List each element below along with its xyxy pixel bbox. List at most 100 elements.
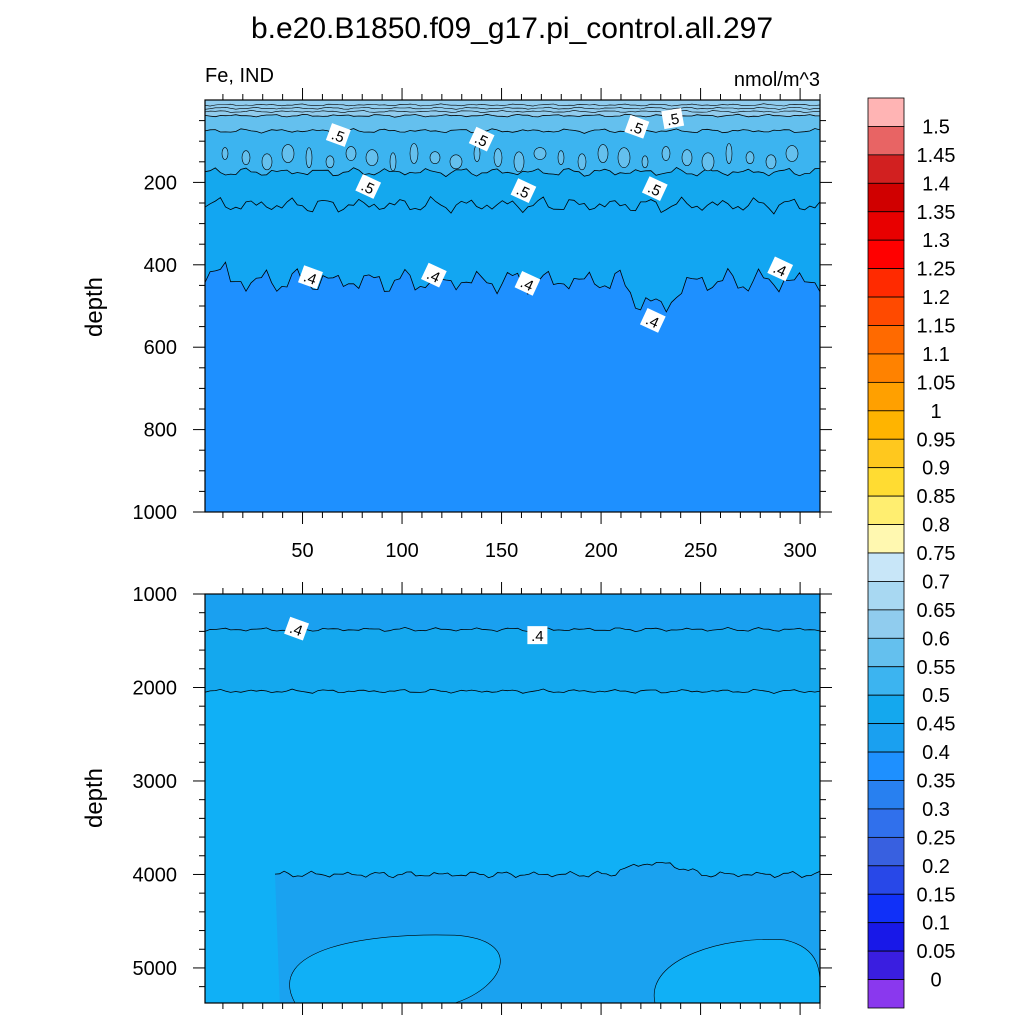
colorbar-swatch: [867, 438, 905, 469]
colorbar-label: 0.4: [922, 742, 950, 764]
contour-label: .5: [325, 123, 351, 147]
colorbar-swatch: [867, 552, 905, 582]
svg-text:.5: .5: [329, 126, 347, 146]
colorbar-swatch: [867, 268, 905, 298]
contour-label: .4: [298, 265, 323, 290]
colorbar-label: 0.7: [922, 571, 950, 593]
colorbar-label: 0.8: [922, 515, 950, 537]
colorbar-label: 0.9: [922, 458, 950, 480]
y-tick-label: 1000: [133, 502, 178, 524]
contour-line: [205, 113, 820, 118]
contour-band: [205, 262, 820, 512]
x-tick-label: 250: [684, 540, 717, 562]
colorbar-swatch: [867, 154, 905, 184]
colorbar-swatch: [867, 381, 905, 412]
colorbar-label: 0.55: [917, 657, 956, 679]
y-tick-label: 200: [144, 172, 177, 194]
colorbar-swatch: [867, 524, 905, 554]
y-tick-label: 5000: [133, 958, 178, 980]
colorbar-swatch: [867, 410, 905, 440]
contour-line: [205, 167, 820, 178]
y-tick-label: 3000: [133, 771, 178, 793]
contour-island: [725, 143, 733, 164]
colorbar-label: 0.75: [917, 543, 956, 565]
y-tick-label: 4000: [133, 864, 178, 886]
colorbar-swatch: [867, 637, 905, 668]
contour-band: [205, 128, 820, 177]
contour-island: [577, 153, 587, 171]
x-tick-label: 300: [783, 540, 816, 562]
contour-label: .4: [639, 308, 666, 333]
contour-island: [389, 152, 397, 172]
colorbar-swatch: [867, 922, 905, 952]
colorbar-swatch: [867, 581, 905, 611]
contour-band: [205, 594, 820, 632]
x-tick-label: 200: [584, 540, 617, 562]
colorbar-swatch: [867, 467, 905, 497]
colorbar-swatch: [867, 211, 905, 241]
contour-island: [449, 154, 463, 170]
contour-band: [205, 100, 820, 118]
contour-island: [653, 939, 820, 1003]
colorbar-swatch: [867, 126, 905, 156]
colorbar-label: 0.85: [917, 486, 956, 508]
contour-label: .5: [661, 107, 685, 130]
contour-line: [205, 103, 820, 107]
colorbar-swatch: [867, 836, 905, 867]
colorbar-label: 1.5: [922, 116, 950, 138]
contour-island: [365, 149, 379, 166]
svg-text:.5: .5: [665, 111, 680, 130]
contour-island: [281, 144, 295, 163]
colorbar-label: 0.1: [922, 913, 950, 935]
lower-y-axis-label: depth: [81, 768, 108, 828]
colorbar-label: 0.45: [917, 714, 956, 736]
colorbar-label: 0.65: [917, 600, 956, 622]
contour-line: [205, 195, 820, 215]
colorbar-label: 1.15: [917, 316, 956, 338]
contour-label: .5: [468, 126, 495, 152]
contour-island: [765, 154, 777, 170]
plot-frame: [204, 593, 821, 1004]
contour-island: [701, 152, 715, 172]
contour-island: [681, 149, 693, 166]
colorbar-label: 0.25: [917, 827, 956, 849]
contour-island: [241, 150, 251, 165]
contour-band: [205, 627, 820, 694]
colorbar-swatch: [867, 694, 905, 725]
contour-island: [305, 147, 313, 168]
colorbar-label: 1.2: [922, 287, 950, 309]
colorbar-label: 0.95: [917, 429, 956, 451]
contour-island: [745, 151, 755, 164]
chart-title: b.e20.B1850.f09_g17.pi_control.all.297: [251, 12, 773, 45]
contour-label: .4: [527, 626, 548, 645]
y-tick-label: 2000: [133, 677, 178, 699]
contour-line: [205, 106, 820, 110]
contour-island: [221, 147, 229, 160]
colorbar-label: 1.25: [917, 259, 956, 281]
colorbar-label: 1.1: [922, 344, 950, 366]
contour-island: [513, 151, 525, 173]
colorbar-label: 0.05: [917, 941, 956, 963]
x-tick-label: 50: [291, 540, 313, 562]
colorbar-label: 0: [930, 970, 941, 992]
y-tick-label: 1000: [133, 584, 178, 606]
colorbar-label: 1.4: [922, 173, 950, 195]
contour-island: [493, 148, 503, 167]
y-tick-label: 600: [144, 337, 177, 359]
contour-island: [409, 143, 419, 164]
contour-island: [533, 147, 547, 160]
contour-label: .4: [421, 262, 447, 288]
svg-text:.5: .5: [628, 118, 646, 138]
contour-line: [274, 862, 820, 879]
upper-panel: .5 .5 .5 .5 .5 .5 .5 .4 .4 .4 .4 .4 200 400 600 800 1000…: [133, 88, 832, 562]
svg-text:.4: .4: [287, 620, 305, 640]
colorbar-swatch: [867, 979, 905, 1009]
colorbar-swatch: [867, 723, 905, 753]
colorbar-label: 1.3: [922, 230, 950, 252]
colorbar-swatch: [867, 780, 905, 810]
colorbar-swatch: [867, 325, 905, 355]
colorbar-label: 1.35: [917, 202, 956, 224]
variable-label: Fe, IND: [205, 65, 274, 87]
colorbar-label: 1: [930, 401, 941, 423]
